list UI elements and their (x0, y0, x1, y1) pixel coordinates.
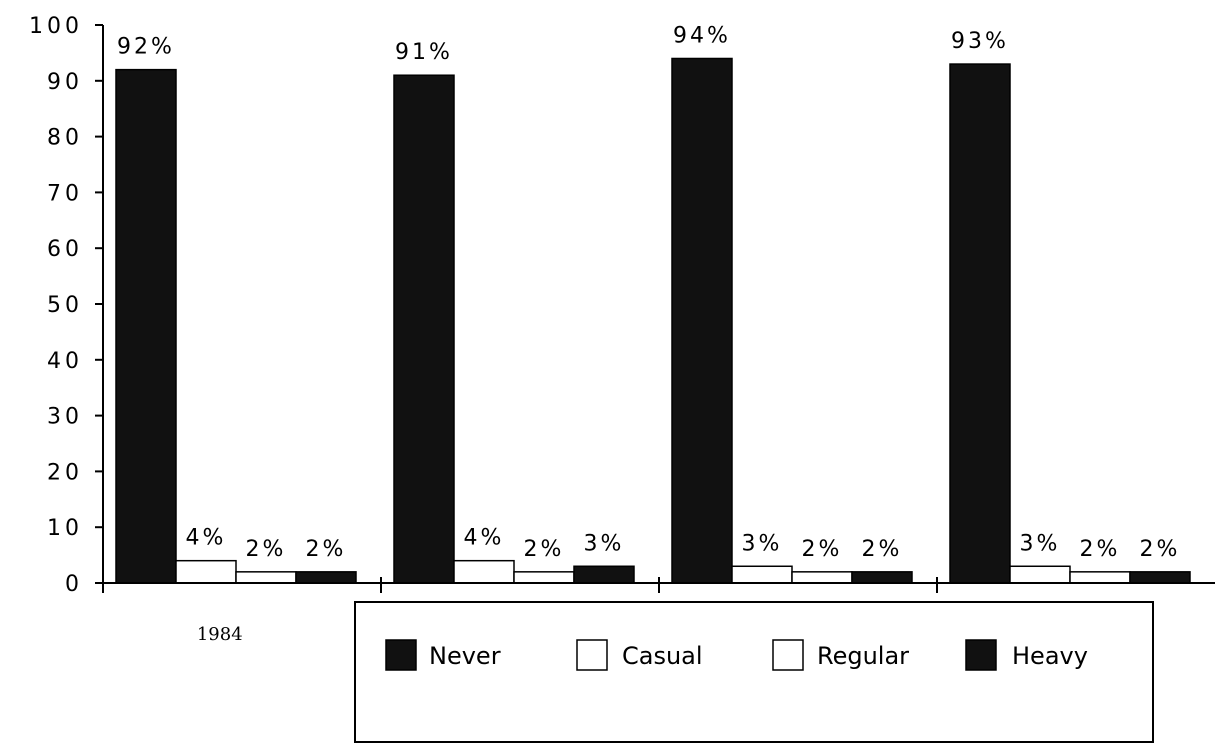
y-tick-label: 30 (47, 405, 83, 430)
data-label-heavy-1993: 2% (1140, 537, 1181, 562)
data-label-never-1984: 92% (117, 35, 175, 60)
data-label-casual-1984: 4% (186, 526, 227, 551)
bar-heavy-1993 (1129, 571, 1191, 584)
bar-heavy-1984 (295, 571, 357, 584)
data-label-never-1987: 91% (395, 40, 453, 65)
data-label-casual-1993: 3% (1020, 531, 1061, 556)
bar-heavy-1987 (573, 565, 635, 584)
axes (100, 25, 1215, 593)
data-label-regular-1987: 2% (524, 537, 565, 562)
y-tick-label: 100 (29, 14, 83, 39)
bar-never-1987 (393, 74, 455, 584)
bar-casual-1993 (1009, 565, 1071, 584)
data-label-heavy-1990: 2% (862, 537, 903, 562)
data-labels: 92% 4% 2% 2% 91% 4% 2% 3% 94% 3% 2% 2% 93% 3% 2% 2% (117, 23, 1181, 562)
legend-swatch-casual (576, 639, 608, 671)
bar-heavy-1990 (851, 571, 913, 584)
bar-regular-1990 (791, 571, 853, 584)
data-label-heavy-1984: 2% (306, 537, 347, 562)
y-tick-label: 70 (47, 181, 83, 206)
data-label-regular-1993: 2% (1080, 537, 1121, 562)
y-tick-label: 0 (65, 572, 83, 597)
bar-casual-1984 (175, 559, 237, 584)
bar-casual-1990 (731, 565, 793, 584)
data-label-never-1990: 94% (673, 23, 731, 48)
data-label-never-1993: 93% (951, 29, 1009, 54)
y-tick-label: 60 (47, 237, 83, 262)
legend-label-regular: Regular (817, 642, 909, 670)
data-label-casual-1990: 3% (742, 531, 783, 556)
x-category-label: 1984 (197, 624, 243, 645)
bar-regular-1993 (1069, 571, 1131, 584)
bar-never-1984 (115, 68, 177, 584)
y-tick-label: 80 (47, 126, 83, 151)
legend-box (354, 601, 1154, 743)
legend-swatch-never (385, 639, 417, 671)
legend-swatch-heavy (965, 639, 997, 671)
data-label-heavy-1987: 3% (584, 531, 625, 556)
legend: Never Casual Regular Heavy (354, 601, 1154, 743)
bar-never-1990 (671, 57, 733, 584)
data-label-regular-1990: 2% (802, 537, 843, 562)
y-tick-label: 40 (47, 349, 83, 374)
bars (115, 57, 1191, 584)
bar-never-1993 (949, 63, 1011, 584)
bar-regular-1987 (513, 571, 575, 584)
legend-label-heavy: Heavy (1012, 642, 1088, 670)
bar-casual-1987 (453, 559, 515, 584)
bar-regular-1984 (235, 571, 297, 584)
legend-label-never: Never (429, 642, 501, 670)
y-tick-label: 90 (47, 70, 83, 95)
y-tick-label: 10 (47, 516, 83, 541)
y-axis-ticks: 0 10 20 30 40 50 60 70 80 90 100 (29, 14, 103, 597)
y-tick-label: 20 (47, 460, 83, 485)
data-label-regular-1984: 2% (246, 537, 287, 562)
y-tick-label: 50 (47, 293, 83, 318)
legend-swatch-regular (772, 639, 804, 671)
data-label-casual-1987: 4% (464, 526, 505, 551)
legend-label-casual: Casual (622, 642, 703, 670)
